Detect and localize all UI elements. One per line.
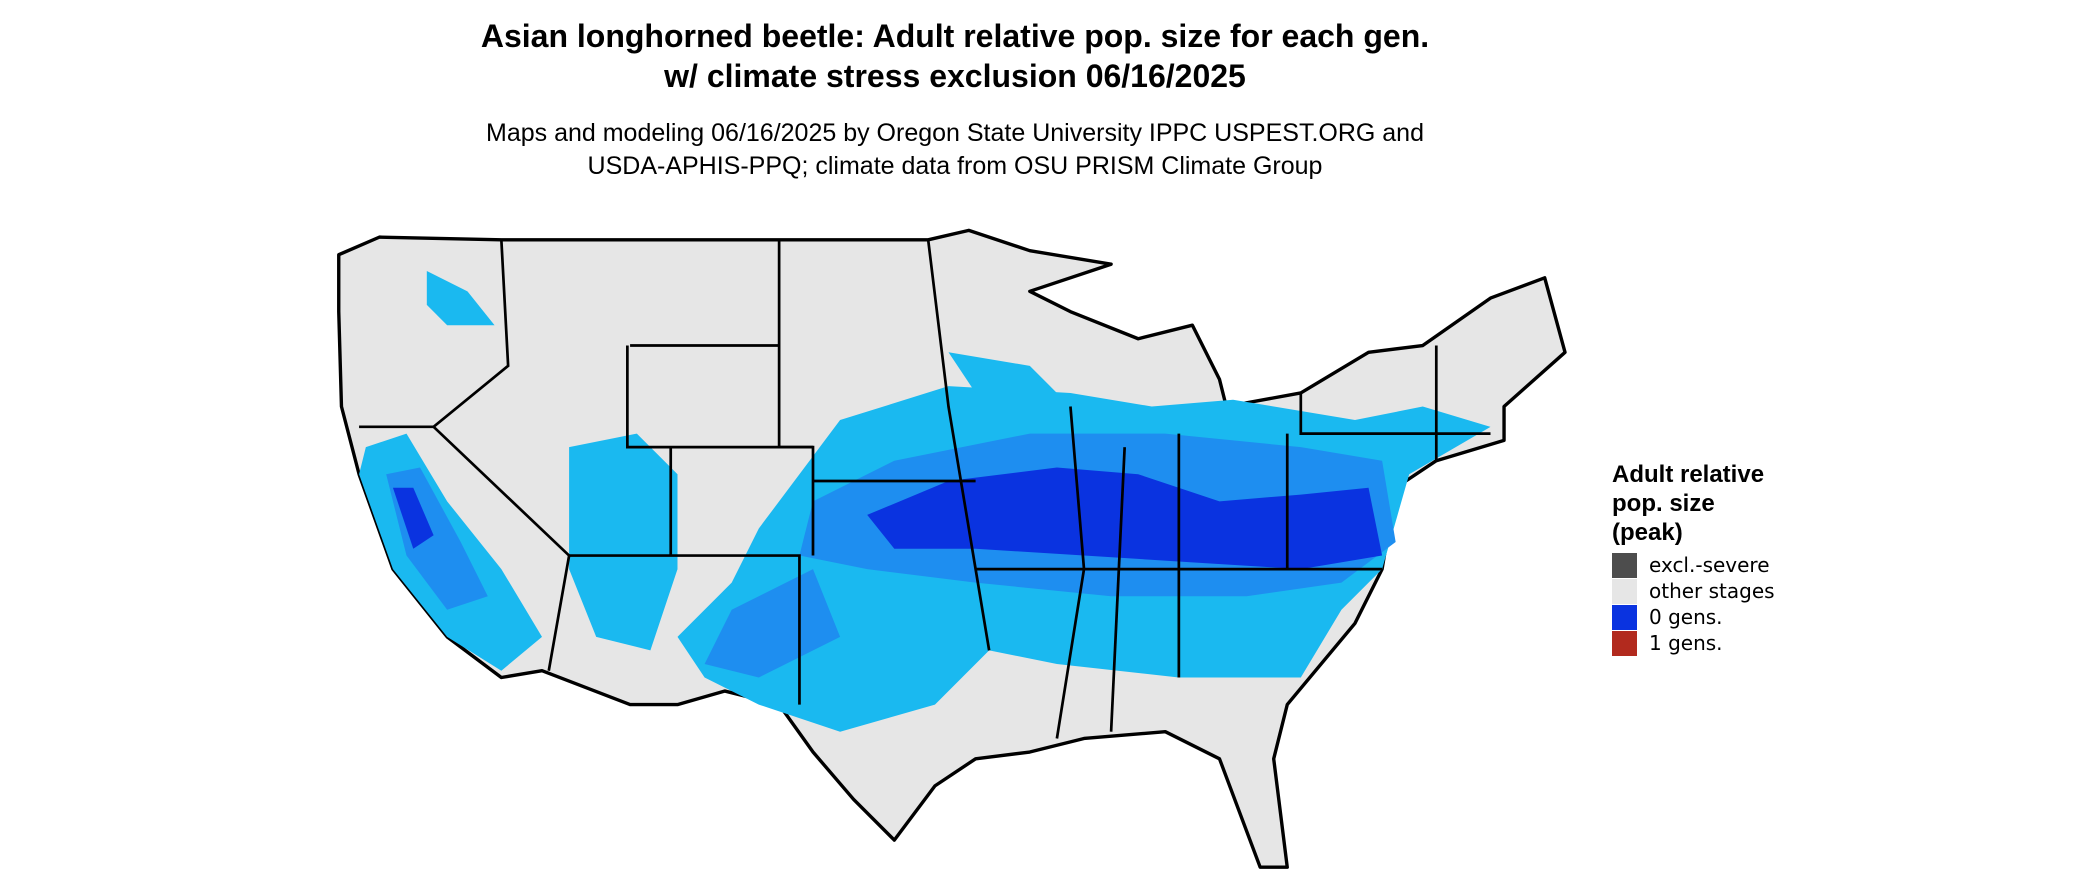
state-borders <box>359 239 1491 739</box>
legend-label: 0 gens. <box>1649 605 1723 629</box>
legend-swatch <box>1612 553 1637 578</box>
legend-title: Adult relative <box>1612 461 1764 488</box>
legend-title: (peak) <box>1612 519 1683 546</box>
legend-label: 1 gens. <box>1649 631 1723 655</box>
legend-swatch <box>1612 605 1637 630</box>
legend-label: other stages <box>1649 579 1775 603</box>
dark-zone <box>392 467 1383 570</box>
subtitle: Maps and modeling 06/16/2025 by Oregon S… <box>486 119 1424 147</box>
legend-swatch <box>1612 579 1637 604</box>
title: Asian longhorned beetle: Adult relative … <box>481 18 1429 54</box>
legend-title: pop. size <box>1612 490 1715 517</box>
map <box>337 228 1567 869</box>
legend-swatch <box>1612 631 1637 656</box>
title: w/ climate stress exclusion 06/16/2025 <box>663 58 1246 94</box>
legend-label: excl.-severe <box>1649 553 1770 577</box>
subtitle: USDA-APHIS-PPQ; climate data from OSU PR… <box>588 152 1323 180</box>
